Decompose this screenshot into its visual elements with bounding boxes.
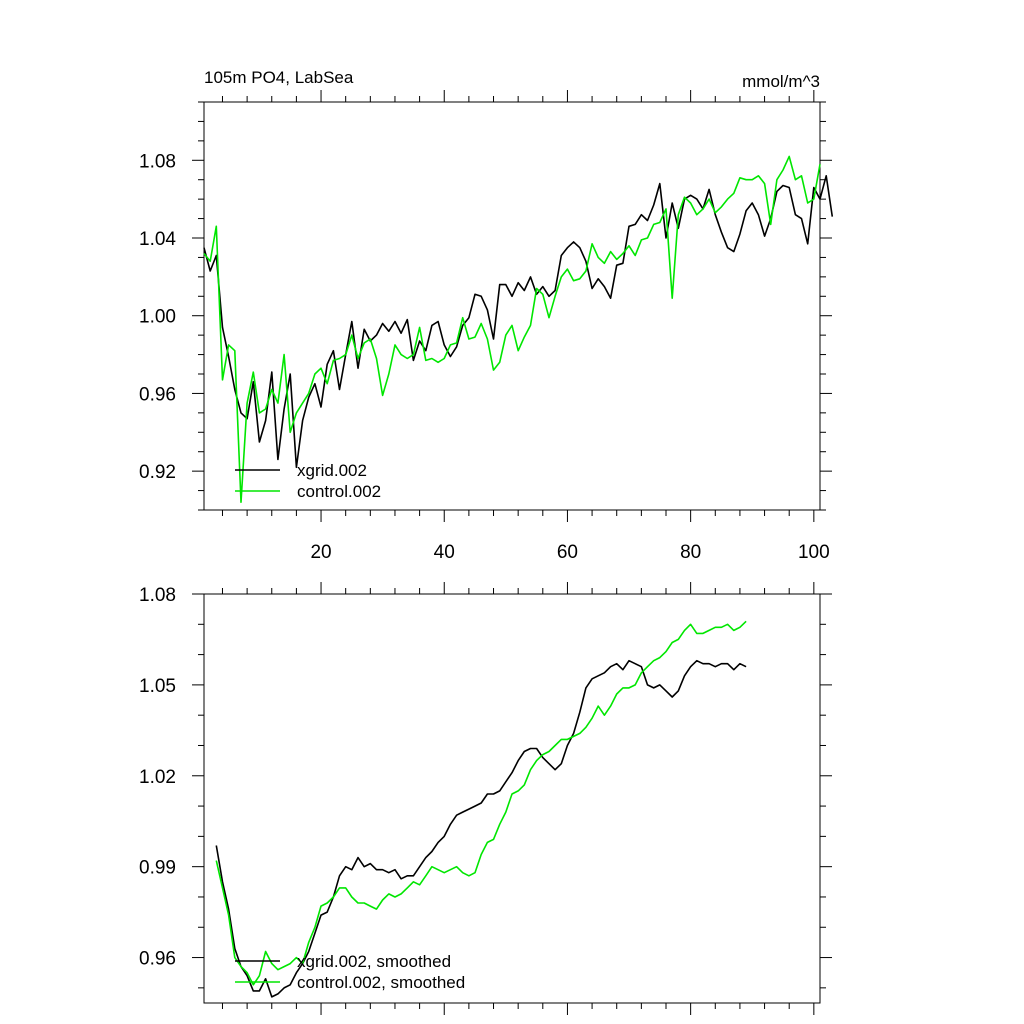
top-chart-title: 105m PO4, LabSea [204, 68, 354, 87]
series-line-xgrid-002 [203, 175, 834, 469]
y-tick-label: 0.96 [139, 384, 176, 405]
x-tick-label: 80 [680, 542, 701, 563]
top-chart: 20 40 60 80 100 0.92 0.96 1.00 1.04 1.08 xgrid.002… [139, 90, 834, 563]
plot-frame [203, 593, 821, 1004]
legend-label: xgrid.002 [297, 461, 367, 480]
x-tick-label: 40 [434, 542, 455, 563]
top-chart-units: mmol/m^3 [742, 72, 820, 91]
legend-label: control.002, smoothed [297, 973, 465, 992]
legend-label: xgrid.002, smoothed [297, 952, 451, 971]
y-tick-label: 0.92 [139, 462, 176, 483]
y-tick-label: 1.08 [139, 585, 176, 606]
x-tick-label: 60 [557, 542, 578, 563]
x-tick-label: 100 [798, 542, 830, 563]
y-tick-label: 0.96 [139, 949, 176, 970]
y-tick-label: 1.04 [139, 229, 176, 250]
series-line-xgrid-002-smoothed [215, 659, 747, 998]
y-tick-label: 1.05 [139, 676, 176, 697]
x-tick-label: 20 [310, 542, 331, 563]
plot-frame [203, 101, 821, 511]
y-tick-label: 1.08 [139, 151, 176, 172]
legend-label: control.002 [297, 482, 381, 501]
bottom-chart: 0.96 0.99 1.02 1.05 1.08 xgrid.002, smoothed c… [139, 582, 832, 1015]
y-tick-label: 0.99 [139, 858, 176, 879]
y-tick-label: 1.00 [139, 307, 176, 328]
series-line-control-002-smoothed [215, 620, 747, 986]
series-line-control-002 [203, 155, 821, 504]
y-tick-label: 1.02 [139, 767, 176, 788]
